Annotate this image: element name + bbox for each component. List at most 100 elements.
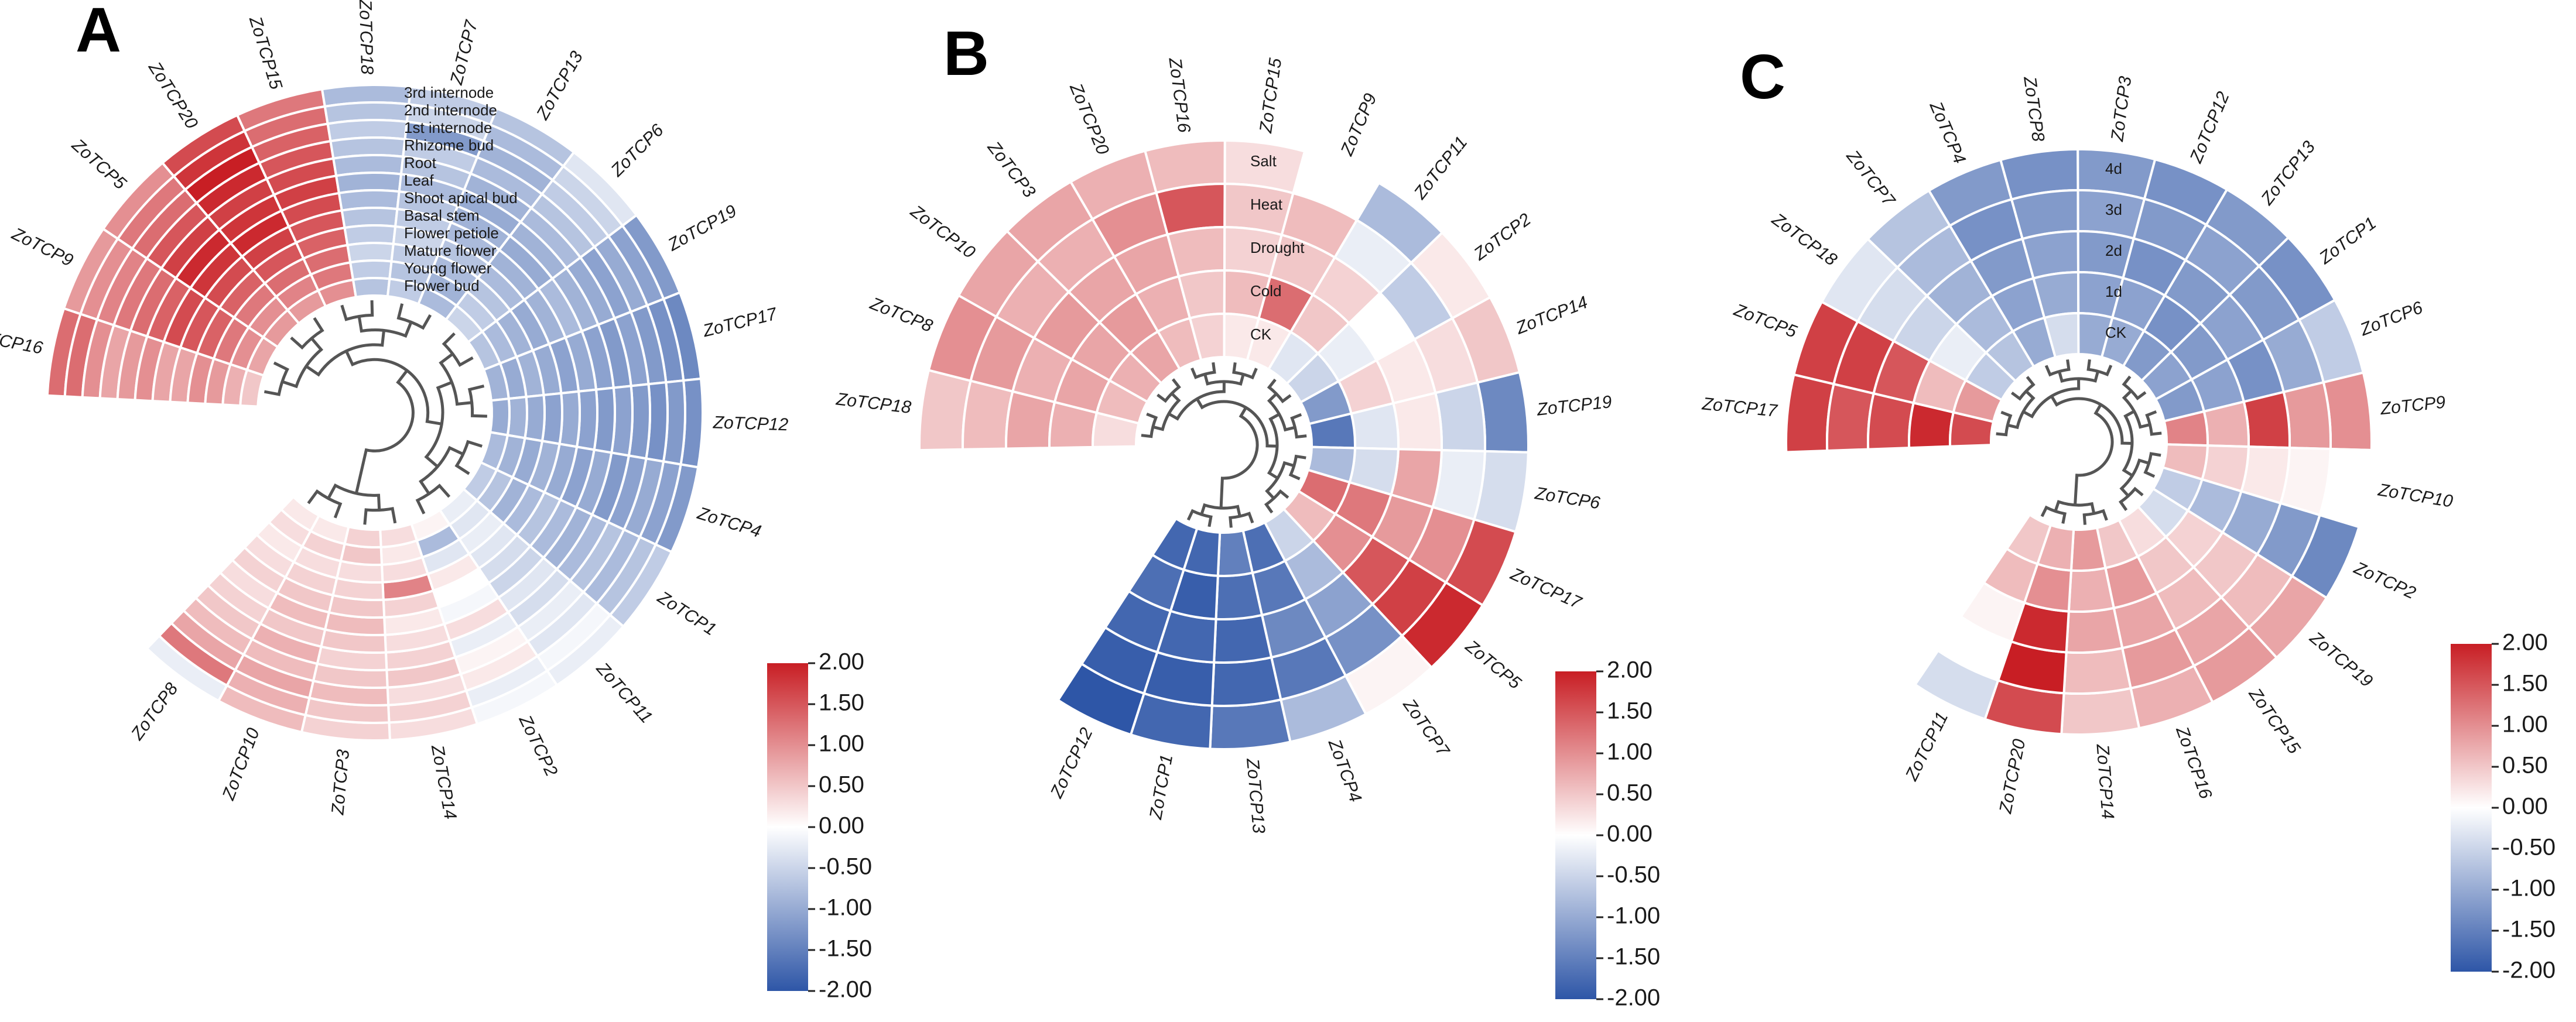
gene-label: ZoTCP15 — [1256, 57, 1285, 135]
colorbar-tick-label: -0.50 — [819, 854, 872, 880]
colorbar — [767, 663, 808, 991]
heatmap-cell — [279, 495, 321, 533]
heatmap-cell — [343, 525, 382, 548]
gene-label: ZoTCP12 — [712, 413, 789, 434]
gene-label: ZoTCP11 — [1410, 133, 1472, 203]
colorbar-tick-label: 0.00 — [819, 813, 864, 839]
gene-label: ZoTCP13 — [2257, 138, 2319, 209]
gene-label: ZoTCP4 — [695, 503, 763, 541]
ring-label: Flower petiole — [404, 224, 499, 242]
gene-label: ZoTCP8 — [2020, 75, 2048, 143]
colorbar-tick-label: 1.00 — [819, 731, 864, 757]
ring-label: 3d — [2105, 201, 2122, 218]
ring-label: Shoot apical bud — [404, 189, 518, 207]
panel-letter-A: A — [76, 0, 121, 65]
colorbar-tick-label: -1.50 — [2502, 917, 2556, 942]
gene-label: ZoTCP3 — [328, 749, 353, 817]
colorbar-tick-label: -1.00 — [819, 895, 872, 921]
colorbar — [2451, 644, 2492, 972]
ring-label: 1st internode — [404, 119, 492, 136]
dendrogram — [264, 300, 487, 525]
ring-label: CK — [1250, 325, 1272, 343]
gene-label: ZoTCP11 — [592, 659, 656, 727]
panel-letter-B: B — [943, 18, 989, 88]
dendrogram — [1141, 362, 1307, 528]
gene-label: ZoTCP3 — [983, 138, 1039, 202]
colorbar-tick-label: 0.00 — [1607, 821, 1653, 847]
ring-label: Salt — [1250, 152, 1277, 170]
ring-label: CK — [2105, 324, 2127, 341]
gene-label: ZoTCP16 — [1165, 56, 1193, 134]
ring-label: 2nd internode — [404, 101, 497, 119]
colorbar-tick-label: 2.00 — [819, 649, 864, 675]
gene-label: ZoTCP8 — [867, 294, 935, 337]
heatmap-cell — [488, 397, 511, 437]
ring-label: Young flower — [404, 259, 492, 277]
gene-label: ZoTCP18 — [834, 389, 912, 417]
gene-label: ZoTCP10 — [2376, 480, 2454, 511]
gene-label: ZoTCP6 — [1533, 483, 1602, 513]
heatmap-cell — [1215, 571, 1264, 620]
colorbar-tick-label: -1.00 — [2502, 876, 2556, 901]
panel-letter-C: C — [1740, 41, 1785, 112]
gene-label: ZoTCP17 — [1507, 564, 1585, 613]
gene-label: ZoTCP15 — [245, 13, 286, 92]
gene-label: ZoTCP9 — [2379, 393, 2447, 419]
ring-label: 2d — [2105, 242, 2122, 259]
gene-label: ZoTCP7 — [1399, 695, 1453, 760]
gene-label: ZoTCP17 — [700, 304, 779, 341]
gene-label: ZoTCP12 — [1046, 725, 1096, 801]
colorbar-tick-label: 0.50 — [2502, 753, 2548, 778]
heatmap-cell — [1213, 613, 1273, 664]
gene-label: ZoTCP15 — [2245, 684, 2304, 757]
gene-label: ZoTCP19 — [1535, 392, 1613, 420]
gene-label: ZoTCP2 — [1470, 210, 1534, 265]
heatmap-cell — [1166, 226, 1226, 278]
gene-label: ZoTCP9 — [1337, 91, 1381, 159]
heatmap-cell — [351, 277, 391, 299]
heatmap-cell — [2005, 513, 2052, 565]
ring-label: Basal stem — [404, 207, 480, 224]
ring-label: Leaf — [404, 172, 434, 189]
colorbar-tick-label: -0.50 — [1607, 862, 1660, 888]
ring-label: Rhizome bud — [404, 136, 494, 154]
colorbar-tick-label: -2.00 — [2502, 958, 2556, 983]
colorbar-tick-label: 1.50 — [819, 690, 864, 716]
gene-label: ZoTCP12 — [2186, 89, 2233, 166]
colorbar-tick-label: 1.50 — [2502, 671, 2548, 697]
gene-label: ZoTCP10 — [906, 201, 979, 262]
gene-label: ZoTCP20 — [1066, 80, 1113, 157]
panel-A: A ZoTCP16 ZoTCP9 ZoTCP5 ZoTCP20 ZoTCP15 ZoTCP1… — [0, 0, 872, 1003]
heatmap-cell — [1210, 656, 1282, 707]
ring-label: Cold — [1250, 282, 1281, 300]
gene-label: ZoTCP7 — [1842, 146, 1899, 211]
heatmap-cell — [2062, 646, 2133, 695]
gene-label: ZoTCP17 — [1701, 394, 1778, 421]
gene-label: ZoTCP14 — [2092, 743, 2117, 819]
ring-label: 4d — [2105, 160, 2122, 177]
colorbar-tick-label: -2.00 — [819, 977, 872, 1003]
gene-label: ZoTCP1 — [654, 587, 720, 639]
ring-label: 1d — [2105, 283, 2122, 300]
ring-label: Flower bud — [404, 277, 480, 294]
gene-label: ZoTCP4 — [1925, 98, 1969, 167]
gene-label: ZoTCP20 — [145, 58, 202, 132]
colorbar — [1555, 671, 1596, 999]
colorbar-tick-label: 0.50 — [819, 772, 864, 798]
gene-label: ZoTCP8 — [127, 679, 182, 744]
gene-label: ZoTCP14 — [1513, 293, 1590, 338]
gene-label: ZoTCP10 — [218, 725, 264, 803]
gene-label: ZoTCP13 — [1243, 757, 1268, 834]
heatmap-cell — [348, 259, 393, 282]
colorbar-tick-label: 2.00 — [1607, 657, 1653, 683]
gene-label: ZoTCP5 — [68, 135, 130, 193]
gene-label: ZoTCP16 — [2172, 723, 2215, 801]
gene-label: ZoTCP1 — [2315, 214, 2380, 269]
gene-label: ZoTCP2 — [515, 712, 561, 780]
colorbar-tick-label: -1.50 — [1607, 944, 1660, 970]
gene-label: ZoTCP18 — [355, 0, 377, 75]
heatmap-cell — [2060, 687, 2141, 736]
gene-label: ZoTCP3 — [2108, 75, 2135, 143]
